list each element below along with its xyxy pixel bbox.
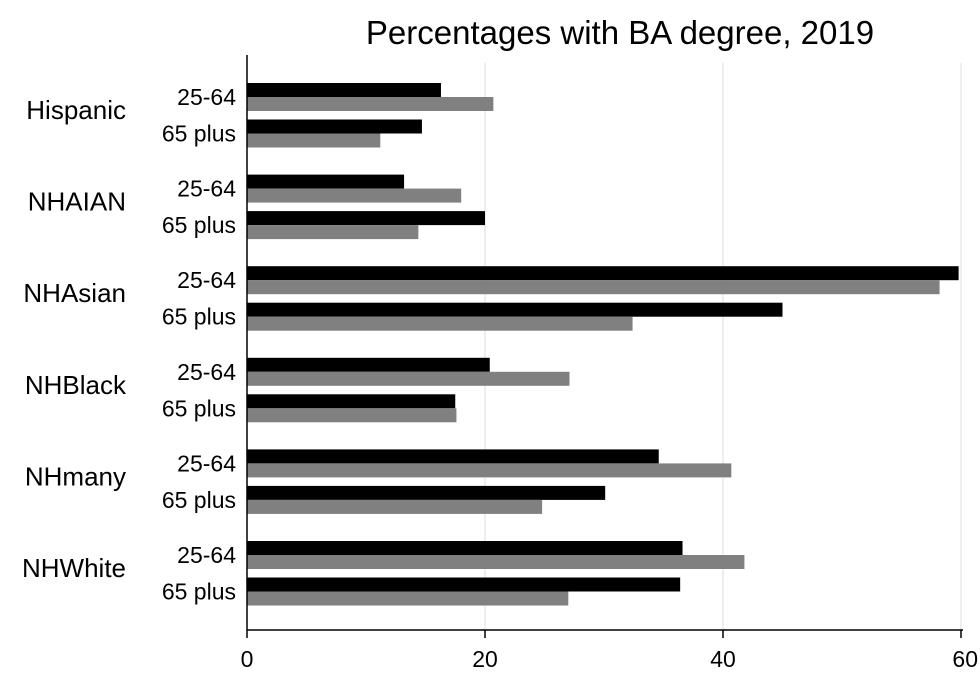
subgroup-label: 25-64 <box>177 359 236 385</box>
chart-title: Percentages with BA degree, 2019 <box>366 14 874 51</box>
x-tick-label: 40 <box>710 646 736 672</box>
label-layer: 25-64 65 plus Hispanic 25-64 65 plus NHAIAN 25… <box>22 84 236 605</box>
bar <box>247 119 422 134</box>
group-label: NHWhite <box>22 553 126 583</box>
bar <box>247 357 490 372</box>
x-tick-label: 60 <box>952 646 978 672</box>
subgroup-label: 65 plus <box>162 579 236 605</box>
bar <box>247 211 485 226</box>
axis-layer <box>246 55 963 631</box>
bar <box>247 591 569 606</box>
bar-layer <box>247 83 959 606</box>
subgroup-label: 25-64 <box>177 542 236 568</box>
subgroup-label: 65 plus <box>162 212 236 238</box>
subgroup-label: 65 plus <box>162 304 236 330</box>
subgroup-label: 25-64 <box>177 267 236 293</box>
bar <box>247 133 381 148</box>
bar <box>247 316 633 331</box>
group-label: NHAsian <box>23 278 126 308</box>
subgroup-label: 65 plus <box>162 121 236 147</box>
subgroup-label: 25-64 <box>177 450 236 476</box>
x-tick-label: 0 <box>241 646 254 672</box>
bar <box>247 225 419 240</box>
group-label: NHBlack <box>25 370 127 400</box>
subgroup-label: 65 plus <box>162 487 236 513</box>
bar <box>247 266 959 281</box>
bar <box>247 302 783 317</box>
bar <box>247 408 457 423</box>
bar <box>247 463 732 478</box>
x-tick-label: 20 <box>472 646 498 672</box>
bar <box>247 449 659 464</box>
bar <box>247 174 405 189</box>
bar <box>247 485 606 500</box>
group-label: NHmany <box>25 461 126 491</box>
group-label: NHAIAN <box>28 187 126 217</box>
bar <box>247 555 745 569</box>
bar <box>247 499 543 514</box>
bar <box>247 371 570 386</box>
bar <box>247 280 940 295</box>
grid-layer <box>484 63 962 630</box>
subgroup-label: 65 plus <box>162 395 236 421</box>
group-label: Hispanic <box>26 95 126 125</box>
subgroup-label: 25-64 <box>177 176 236 202</box>
bar <box>247 541 683 555</box>
bar <box>247 394 456 409</box>
bar <box>247 577 681 592</box>
bar <box>247 83 441 97</box>
tick-layer: 0 20 40 60 <box>241 630 978 672</box>
bar <box>247 188 462 203</box>
bar <box>247 97 494 111</box>
subgroup-label: 25-64 <box>177 84 236 110</box>
